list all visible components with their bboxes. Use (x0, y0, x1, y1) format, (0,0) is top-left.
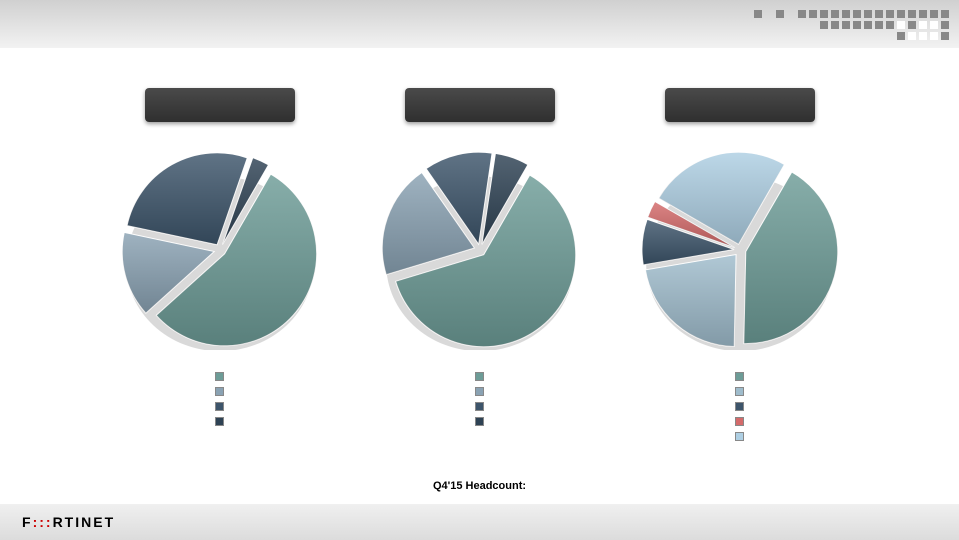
swatch-icon (215, 402, 224, 411)
chart-left-pie (120, 150, 320, 350)
swatch-icon (735, 402, 744, 411)
chart-middle-legend-item-2 (475, 402, 484, 411)
headcount-label: Q4'15 Headcount: (433, 480, 526, 492)
chart-left-title-box (145, 88, 295, 122)
chart-left (120, 88, 320, 441)
swatch-icon (735, 417, 744, 426)
footer-bar: F:::RTINET (0, 504, 959, 540)
swatch-icon (475, 387, 484, 396)
swatch-icon (215, 417, 224, 426)
swatch-icon (475, 372, 484, 381)
chart-middle-pie (380, 150, 580, 350)
swatch-icon (735, 372, 744, 381)
brand-pre: F (22, 514, 33, 530)
header-logo-dots (677, 10, 949, 40)
swatch-icon (475, 402, 484, 411)
chart-right-title-box (665, 88, 815, 122)
chart-right-legend-item-2 (735, 402, 744, 411)
chart-left-legend (215, 372, 224, 426)
header-band (0, 0, 959, 48)
chart-right-legend-item-1 (735, 387, 744, 396)
swatch-icon (735, 432, 744, 441)
brand-post: RTINET (53, 514, 116, 530)
swatch-icon (735, 387, 744, 396)
chart-middle-legend-item-1 (475, 387, 484, 396)
chart-left-legend-item-3 (215, 417, 224, 426)
chart-right-legend-item-3 (735, 417, 744, 426)
chart-middle-title-box (405, 88, 555, 122)
chart-right-legend (735, 372, 744, 441)
chart-right (640, 88, 840, 441)
brand-red: ::: (33, 514, 53, 530)
chart-right-legend-item-4 (735, 432, 744, 441)
chart-right-pie (640, 150, 840, 350)
chart-left-legend-item-1 (215, 387, 224, 396)
chart-left-legend-item-2 (215, 402, 224, 411)
chart-right-legend-item-0 (735, 372, 744, 381)
chart-middle (380, 88, 580, 441)
chart-middle-legend-item-0 (475, 372, 484, 381)
chart-middle-legend (475, 372, 484, 426)
chart-middle-legend-item-3 (475, 417, 484, 426)
brand-text: F:::RTINET (22, 514, 115, 530)
charts-row (0, 48, 959, 451)
swatch-icon (475, 417, 484, 426)
swatch-icon (215, 372, 224, 381)
swatch-icon (215, 387, 224, 396)
chart-left-legend-item-0 (215, 372, 224, 381)
